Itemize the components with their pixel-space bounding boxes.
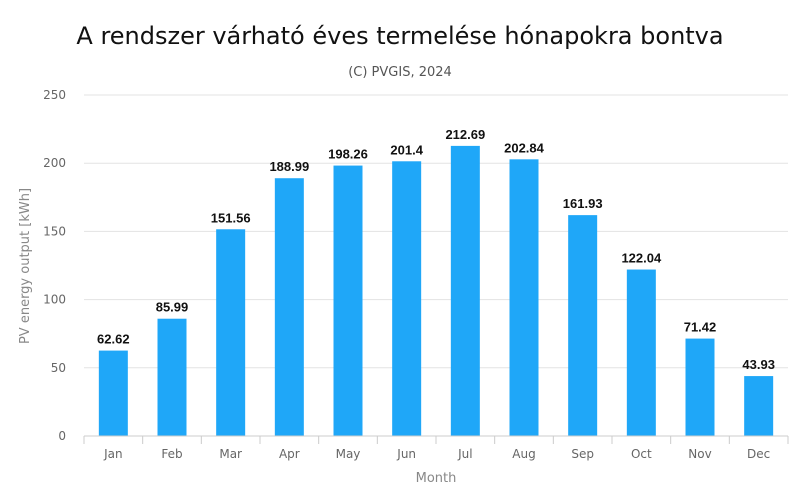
bar bbox=[157, 318, 187, 436]
x-tick-label: Jun bbox=[396, 447, 416, 461]
bar bbox=[626, 269, 656, 436]
data-labels: 62.62 85.99 151.56 188.99 198.26 201.4 212.69 2… bbox=[97, 127, 775, 372]
x-tick-label: Feb bbox=[161, 447, 182, 461]
chart-title: A rendszer várható éves termelése hónapo… bbox=[76, 22, 723, 50]
y-tick-label: 100 bbox=[43, 293, 66, 307]
x-axis: Jan Feb Mar Apr May Jun Jul Aug Sep Oct Nov Dec bbox=[83, 435, 789, 461]
data-label: 151.56 bbox=[211, 210, 251, 225]
y-axis-ticks: 0 50 100 150 200 250 bbox=[43, 88, 66, 443]
y-tick-label: 50 bbox=[51, 361, 66, 375]
x-tick-label: Nov bbox=[688, 447, 711, 461]
bar bbox=[333, 165, 363, 436]
data-label: 62.62 bbox=[97, 332, 130, 347]
x-tick-label: Jul bbox=[457, 447, 472, 461]
bar bbox=[274, 178, 304, 436]
y-axis-title: PV energy output [kWh] bbox=[18, 188, 33, 344]
bar bbox=[744, 376, 774, 436]
bar bbox=[685, 338, 715, 436]
data-label: 202.84 bbox=[504, 140, 545, 155]
x-tick-label: Sep bbox=[571, 447, 594, 461]
x-tick-label: Mar bbox=[219, 447, 242, 461]
y-tick-label: 150 bbox=[43, 224, 66, 238]
data-label: 212.69 bbox=[445, 127, 485, 142]
bar bbox=[216, 229, 246, 436]
x-tick-label: May bbox=[336, 447, 361, 461]
y-tick-label: 250 bbox=[43, 88, 66, 102]
x-tick-label: Aug bbox=[512, 447, 535, 461]
chart-subtitle: (C) PVGIS, 2024 bbox=[348, 65, 452, 80]
bar bbox=[98, 350, 128, 436]
data-label: 122.04 bbox=[621, 251, 662, 266]
x-tick-label: Apr bbox=[279, 447, 300, 461]
bar bbox=[568, 215, 598, 436]
x-tick-label: Oct bbox=[631, 447, 652, 461]
y-tick-label: 0 bbox=[58, 429, 66, 443]
bar bbox=[450, 145, 480, 436]
data-label: 85.99 bbox=[156, 300, 189, 315]
data-label: 188.99 bbox=[269, 159, 309, 174]
bar-series bbox=[98, 145, 774, 436]
bar bbox=[392, 161, 422, 436]
x-tick-label: Jan bbox=[103, 447, 123, 461]
y-gridlines bbox=[84, 94, 788, 437]
x-tick-label: Dec bbox=[747, 447, 770, 461]
data-label: 198.26 bbox=[328, 147, 368, 162]
data-label: 43.93 bbox=[742, 357, 775, 372]
x-axis-title: Month bbox=[416, 471, 457, 486]
data-label: 201.4 bbox=[390, 142, 423, 157]
data-label: 161.93 bbox=[563, 196, 603, 211]
data-label: 71.42 bbox=[684, 320, 717, 335]
y-tick-label: 200 bbox=[43, 156, 66, 170]
bar bbox=[509, 159, 539, 436]
